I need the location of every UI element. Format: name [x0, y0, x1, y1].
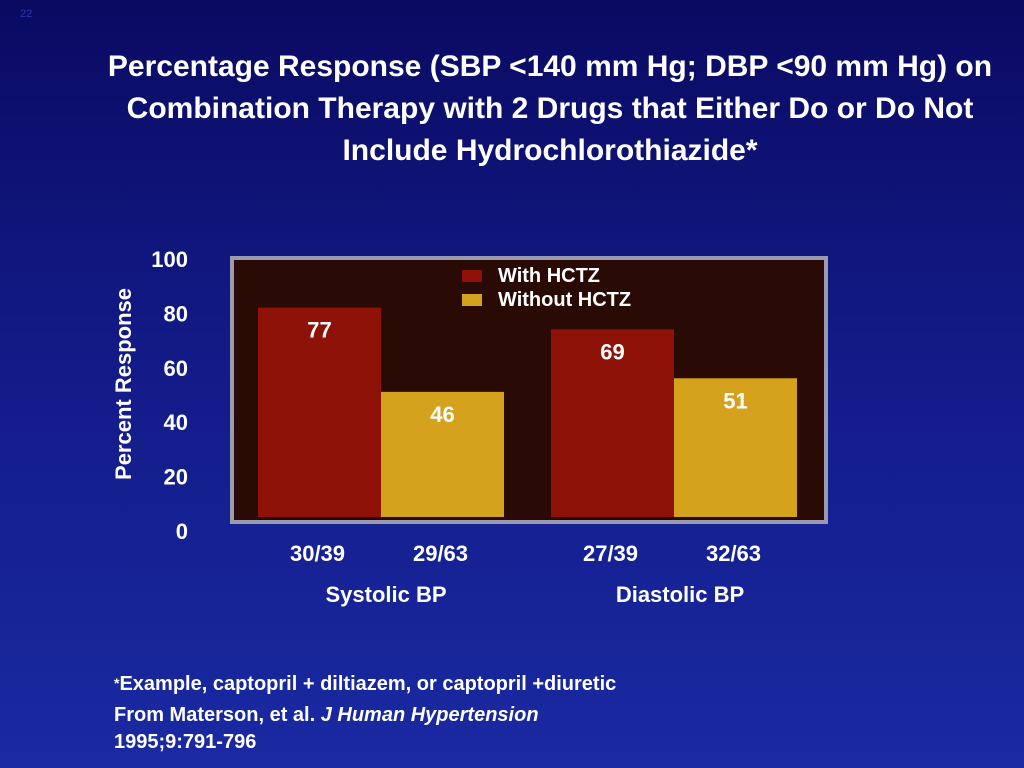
bar [551, 329, 674, 517]
footnote-line-1: *Example, captopril + diltiazem, or capt… [114, 666, 616, 701]
footnote-journal: J Human Hypertension [320, 704, 539, 726]
legend-item-without-hctz: Without HCTZ [462, 288, 631, 312]
legend-label-with-hctz: With HCTZ [498, 264, 601, 287]
group-labels: Systolic BP Diastolic BP [325, 582, 744, 607]
group-label: Systolic BP [325, 582, 446, 607]
x-tick-label: 29/63 [413, 541, 468, 566]
y-tick-label: 60 [164, 356, 188, 381]
legend-swatch-without-hctz [462, 294, 482, 306]
data-label: 46 [430, 402, 454, 427]
legend-swatch-with-hctz [462, 270, 482, 282]
footnote-citation-prefix: From Materson, et al. [114, 704, 321, 726]
bar [674, 378, 797, 517]
data-labels: 77 69 46 51 [307, 318, 747, 427]
footnote: *Example, captopril + diltiazem, or capt… [114, 666, 616, 755]
data-label: 77 [307, 318, 331, 343]
footnote-star: * [114, 675, 120, 691]
legend: With HCTZ Without HCTZ [462, 264, 631, 312]
footnote-line-3: 1995;9:791-796 [114, 731, 257, 753]
x-tick-label: 27/39 [583, 541, 638, 566]
slide-title: Percentage Response (SBP <140 mm Hg; DBP… [107, 50, 993, 167]
y-tick-label: 0 [176, 519, 188, 544]
footnote-example-text: Example, captopril + diltiazem, or capto… [119, 673, 617, 695]
group-label: Diastolic BP [616, 582, 744, 607]
y-tick-label: 20 [164, 465, 188, 490]
legend-label-without-hctz: Without HCTZ [498, 288, 632, 311]
x-tick-labels: 30/39 29/63 27/39 32/63 [290, 541, 761, 566]
footnote-line-2: From Materson, et al. J Human Hypertensi… [114, 701, 616, 729]
y-tick-label: 100 [151, 247, 188, 272]
y-tick-label: 40 [164, 410, 188, 435]
data-label: 51 [723, 388, 747, 413]
y-tick-label: 80 [164, 301, 188, 326]
legend-item-with-hctz: With HCTZ [462, 264, 631, 288]
slide-number: 22 [20, 8, 33, 20]
bars [258, 307, 797, 517]
y-tick-labels: 0 20 40 60 80 100 [151, 247, 188, 544]
bar [381, 391, 504, 517]
x-tick-label: 30/39 [290, 541, 345, 566]
x-tick-label: 32/63 [706, 541, 761, 566]
data-label: 69 [600, 339, 624, 364]
bar [258, 307, 381, 517]
